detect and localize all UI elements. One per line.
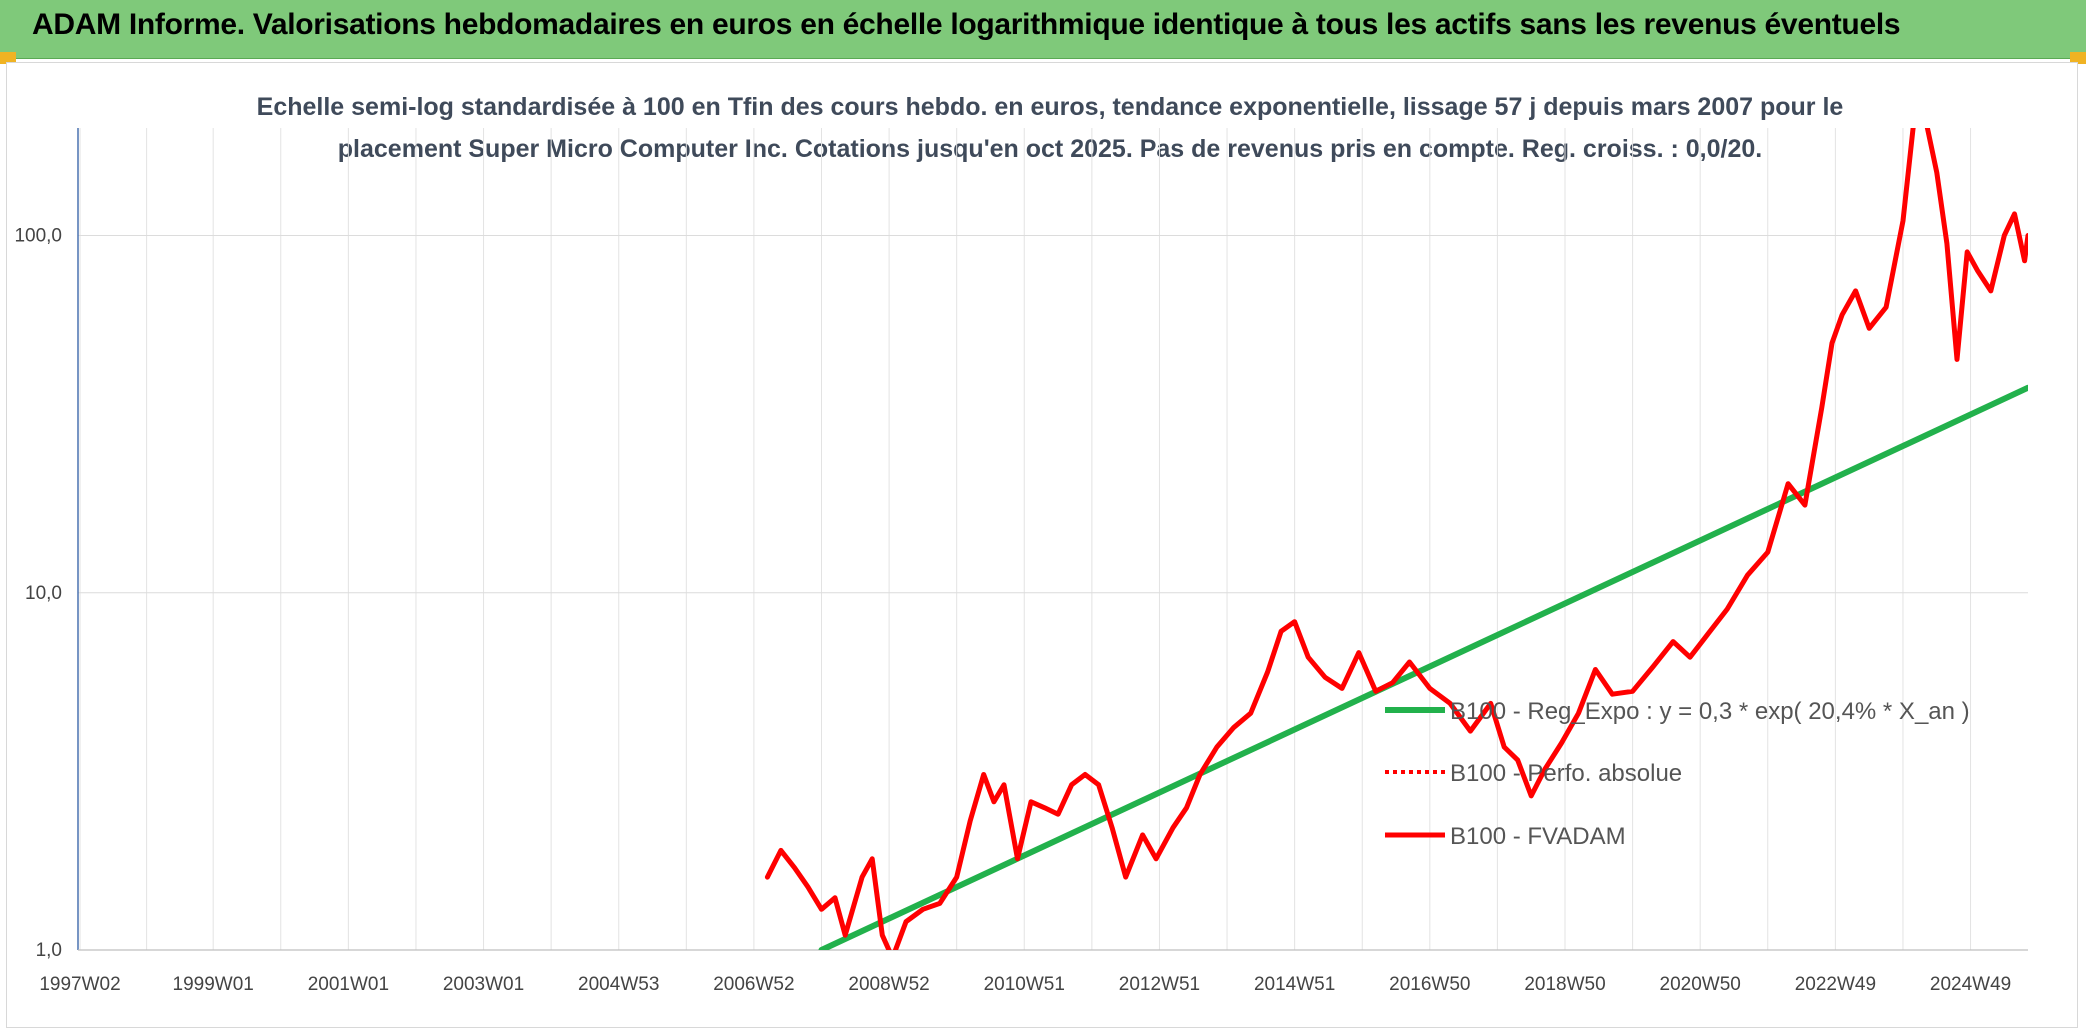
legend-label: B100 - FVADAM	[1450, 823, 1626, 850]
legend-label: B100 - Reg_Expo : y = 0,3 * exp( 20,4% *…	[1450, 698, 1970, 725]
x-tick-label: 1999W01	[173, 974, 254, 995]
legend-label: B100 - Perfo. absolue	[1450, 760, 1682, 787]
x-tick-label: 2006W52	[713, 974, 794, 995]
series-fvadam-line	[764, 128, 2028, 950]
chart-subtitle-line-1: Echelle semi-log standardisée à 100 en T…	[256, 93, 1844, 121]
tick-labels: 1,0 10,0 100,0 1997W02 1999W01 2001W01 2003W01…	[14, 226, 2011, 995]
legend: B100 - Reg_Expo : y = 0,3 * exp( 20,4% *…	[1385, 698, 1970, 850]
x-tick-label: 2001W01	[308, 974, 389, 995]
chart-subtitle: Echelle semi-log standardisée à 100 en T…	[200, 86, 1900, 170]
y-tick-label: 10,0	[25, 583, 62, 604]
report-title: ADAM Informe. Valorisations hebdomadaire…	[32, 8, 1901, 41]
series-regression-line	[818, 384, 2028, 950]
x-tick-label: 2024W49	[1930, 974, 2011, 995]
x-tick-label: 2014W51	[1254, 974, 1335, 995]
chart-area	[6, 62, 2078, 1028]
y-tick-label: 100,0	[14, 226, 62, 247]
corner-marker-top-right	[2070, 52, 2086, 64]
axes	[77, 128, 2028, 951]
y-tick-label: 1,0	[36, 940, 62, 961]
x-tick-label: 2004W53	[578, 974, 659, 995]
series-lines	[764, 128, 2028, 950]
x-tick-label: 2012W51	[1119, 974, 1200, 995]
x-tick-label: 2020W50	[1660, 974, 1741, 995]
chart-subtitle-line-2: placement Super Micro Computer Inc. Cota…	[337, 135, 1763, 163]
x-tick-label: 2016W50	[1389, 974, 1470, 995]
x-tick-label: 2008W52	[848, 974, 929, 995]
corner-marker-top-left	[0, 52, 16, 64]
x-tick-label: 2003W01	[443, 974, 524, 995]
x-tick-label: 2022W49	[1795, 974, 1876, 995]
report-banner: ADAM Informe. Valorisations hebdomadaire…	[0, 0, 2086, 59]
x-tick-label: 2018W50	[1524, 974, 1605, 995]
gridlines	[78, 128, 2028, 951]
x-tick-label: 2010W51	[984, 974, 1065, 995]
x-tick-label: 1997W02	[39, 974, 120, 995]
